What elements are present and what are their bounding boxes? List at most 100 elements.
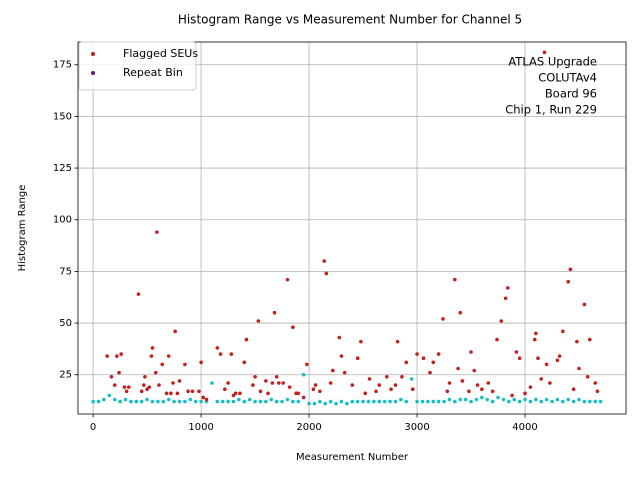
point bbox=[301, 372, 306, 377]
point bbox=[469, 350, 473, 354]
point bbox=[514, 350, 519, 354]
point bbox=[188, 397, 193, 402]
point bbox=[166, 354, 171, 358]
point bbox=[342, 370, 347, 375]
point bbox=[415, 352, 419, 356]
point bbox=[447, 381, 452, 385]
point bbox=[517, 399, 522, 404]
point bbox=[539, 399, 544, 404]
y-tick-label: 175 bbox=[53, 60, 72, 71]
point bbox=[388, 399, 392, 404]
x-tick-label: 2000 bbox=[296, 422, 321, 433]
point bbox=[496, 395, 500, 400]
point bbox=[177, 379, 182, 383]
point bbox=[355, 356, 360, 361]
point bbox=[593, 381, 598, 385]
point bbox=[264, 399, 268, 404]
point bbox=[442, 399, 446, 404]
point bbox=[393, 399, 398, 404]
point bbox=[575, 339, 579, 344]
point bbox=[339, 354, 344, 358]
point bbox=[571, 399, 576, 404]
point bbox=[145, 397, 149, 402]
point bbox=[566, 279, 571, 284]
marks bbox=[91, 50, 603, 406]
point bbox=[129, 399, 133, 404]
y-tick-label: 50 bbox=[59, 318, 72, 329]
point bbox=[389, 387, 393, 392]
point bbox=[431, 360, 436, 365]
point bbox=[463, 397, 468, 402]
point bbox=[177, 399, 182, 404]
point bbox=[313, 383, 318, 387]
y-tick-label: 125 bbox=[53, 163, 72, 174]
point bbox=[593, 399, 598, 404]
legend: Flagged SEUs Repeat Bin bbox=[78, 41, 198, 91]
annotation-line: COLUTAv4 bbox=[538, 71, 597, 85]
point bbox=[595, 389, 600, 394]
point bbox=[115, 354, 119, 358]
point bbox=[118, 399, 122, 404]
point bbox=[436, 352, 441, 356]
point bbox=[410, 387, 415, 392]
point bbox=[109, 375, 114, 379]
annotation-line: Chip 1, Run 229 bbox=[505, 103, 597, 117]
point bbox=[374, 389, 378, 394]
point bbox=[420, 399, 425, 404]
point bbox=[153, 370, 158, 375]
point bbox=[458, 310, 463, 315]
point bbox=[270, 381, 275, 385]
point bbox=[324, 271, 329, 276]
point bbox=[456, 366, 460, 371]
point bbox=[274, 375, 279, 379]
point bbox=[215, 399, 220, 404]
annotation-line: ATLAS Upgrade bbox=[508, 55, 597, 69]
point bbox=[571, 387, 576, 392]
point bbox=[568, 267, 573, 272]
point bbox=[363, 391, 368, 396]
point bbox=[258, 389, 263, 394]
point bbox=[311, 387, 316, 392]
point bbox=[277, 381, 281, 385]
point bbox=[312, 401, 317, 406]
point bbox=[361, 399, 365, 404]
point bbox=[377, 399, 382, 404]
point bbox=[539, 377, 544, 381]
point bbox=[359, 339, 363, 344]
point bbox=[441, 317, 445, 321]
point bbox=[542, 50, 547, 55]
point bbox=[350, 383, 355, 387]
point bbox=[404, 399, 409, 404]
point bbox=[226, 381, 230, 385]
point bbox=[124, 389, 129, 394]
point bbox=[382, 399, 387, 404]
point bbox=[366, 399, 371, 404]
point bbox=[393, 383, 398, 387]
y-tick-label: 100 bbox=[53, 215, 72, 226]
point bbox=[334, 401, 338, 406]
point bbox=[588, 337, 592, 342]
y-axis-label: Histogram Range bbox=[17, 185, 28, 272]
point bbox=[431, 399, 436, 404]
point bbox=[149, 354, 154, 358]
point bbox=[123, 397, 128, 402]
point bbox=[307, 401, 311, 406]
point bbox=[215, 346, 220, 350]
point bbox=[285, 397, 290, 402]
point bbox=[242, 399, 247, 404]
point bbox=[238, 391, 242, 396]
point bbox=[160, 362, 165, 367]
point bbox=[122, 385, 127, 389]
point bbox=[296, 391, 301, 396]
point bbox=[251, 383, 255, 387]
point bbox=[355, 399, 360, 404]
point bbox=[244, 337, 249, 342]
point bbox=[199, 360, 203, 365]
point bbox=[577, 397, 581, 402]
point bbox=[164, 391, 169, 396]
point bbox=[480, 387, 484, 392]
point bbox=[237, 397, 241, 402]
point bbox=[183, 362, 187, 367]
point bbox=[117, 370, 121, 375]
